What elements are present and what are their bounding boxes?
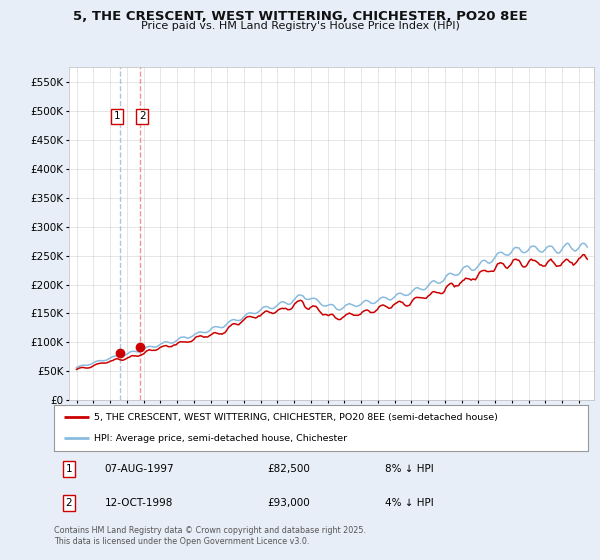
Text: 2: 2 <box>139 111 146 122</box>
Text: 1: 1 <box>66 464 73 474</box>
Text: HPI: Average price, semi-detached house, Chichester: HPI: Average price, semi-detached house,… <box>94 434 347 443</box>
Text: 5, THE CRESCENT, WEST WITTERING, CHICHESTER, PO20 8EE (semi-detached house): 5, THE CRESCENT, WEST WITTERING, CHICHES… <box>94 413 498 422</box>
Text: £82,500: £82,500 <box>268 464 310 474</box>
Text: 12-OCT-1998: 12-OCT-1998 <box>105 498 173 507</box>
Text: Contains HM Land Registry data © Crown copyright and database right 2025.
This d: Contains HM Land Registry data © Crown c… <box>54 526 366 546</box>
Text: Price paid vs. HM Land Registry's House Price Index (HPI): Price paid vs. HM Land Registry's House … <box>140 21 460 31</box>
Text: 8% ↓ HPI: 8% ↓ HPI <box>385 464 434 474</box>
Text: 5, THE CRESCENT, WEST WITTERING, CHICHESTER, PO20 8EE: 5, THE CRESCENT, WEST WITTERING, CHICHES… <box>73 10 527 23</box>
Text: 1: 1 <box>114 111 121 122</box>
Text: 4% ↓ HPI: 4% ↓ HPI <box>385 498 434 507</box>
Text: 07-AUG-1997: 07-AUG-1997 <box>105 464 175 474</box>
Text: £93,000: £93,000 <box>268 498 310 507</box>
Text: 2: 2 <box>66 498 73 507</box>
